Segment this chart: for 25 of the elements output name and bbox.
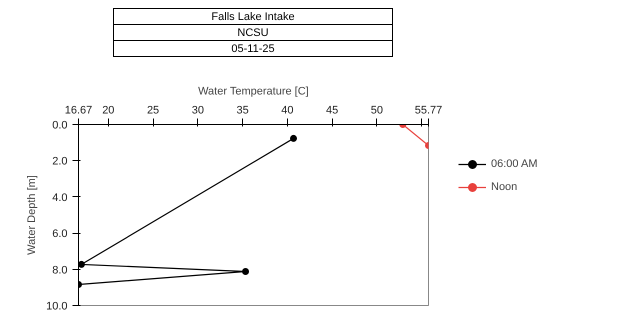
x-tick-label: 40: [281, 104, 294, 116]
x-tick-label: 55.77: [414, 104, 442, 116]
y-tick-label: 8.0: [52, 264, 68, 276]
x-tick-label: 30: [192, 104, 204, 116]
point: [78, 260, 85, 268]
text: 05-11-25: [113, 40, 393, 57]
point: [242, 268, 250, 275]
y-tick-label: 10.0: [46, 300, 68, 312]
y-tick-label: 4.0: [52, 192, 68, 204]
y-tick-label: 0.0: [52, 120, 68, 132]
legend-label: 06:00 AM: [491, 158, 538, 170]
x-tick-label: 16.67: [64, 104, 92, 116]
legend-label: Noon: [491, 181, 518, 193]
x-tick-label: 50: [370, 104, 383, 116]
y-tick-label: 6.0: [52, 228, 68, 240]
y-axis-title: Water Depth [m]: [26, 175, 38, 255]
point: [290, 134, 298, 142]
chart-subtitle: NCSU: [113, 24, 393, 41]
x-tick-label: 25: [146, 104, 160, 116]
chart-title: Falls Lake Intake: [113, 8, 393, 25]
x-tick-label: 20: [102, 104, 114, 116]
x-tick-label: 35: [236, 104, 249, 116]
x-tick-label: 45: [326, 104, 338, 116]
y-tick-label: 2.0: [52, 156, 68, 168]
x-axis-title: Water Temperature [C]: [198, 86, 309, 98]
